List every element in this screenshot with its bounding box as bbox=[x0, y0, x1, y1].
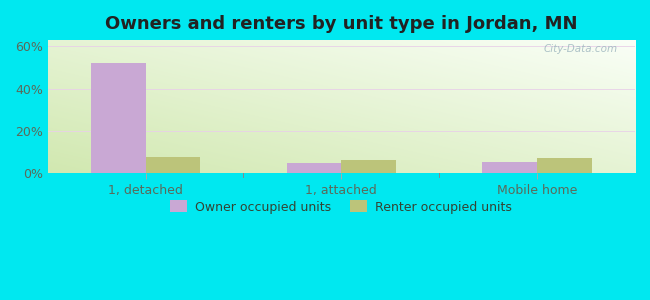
Title: Owners and renters by unit type in Jordan, MN: Owners and renters by unit type in Jorda… bbox=[105, 15, 578, 33]
Bar bbox=[146, 157, 200, 173]
Bar bbox=[287, 163, 341, 173]
Text: City-Data.com: City-Data.com bbox=[543, 44, 618, 54]
Bar bbox=[537, 158, 592, 173]
Legend: Owner occupied units, Renter occupied units: Owner occupied units, Renter occupied un… bbox=[167, 197, 516, 218]
Bar bbox=[91, 63, 146, 173]
Bar bbox=[341, 160, 396, 173]
Bar bbox=[482, 162, 537, 173]
